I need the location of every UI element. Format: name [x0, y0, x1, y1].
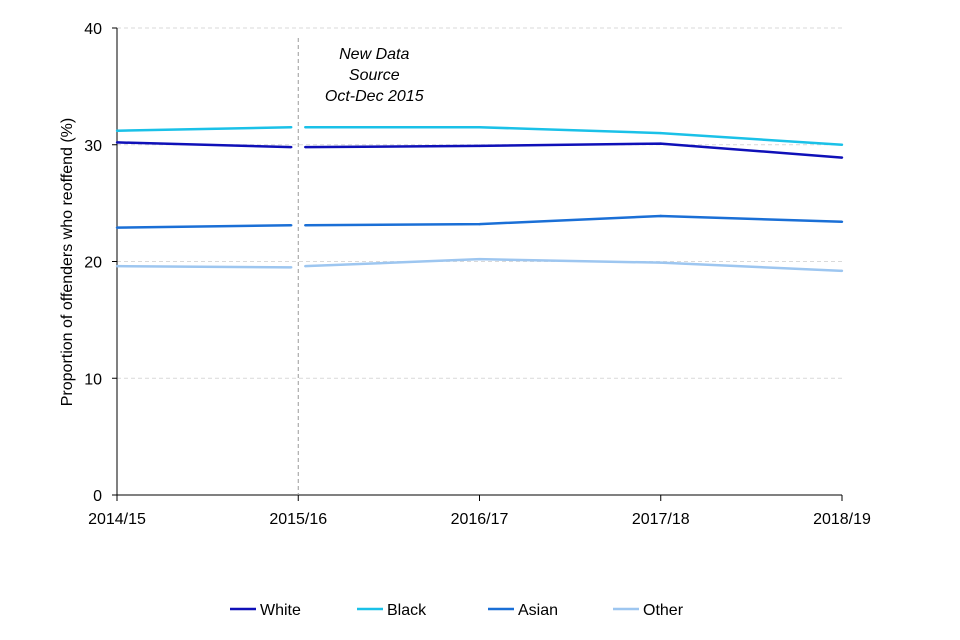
data-point-other-2017/18-seg2 — [659, 261, 662, 264]
data-point-black-2017/18-seg2 — [659, 131, 662, 135]
annotation-text-line-1: New Data — [339, 46, 409, 63]
data-point-black-2015/16-seg2 — [304, 126, 307, 129]
data-point-other-2015/16-seg2 — [304, 264, 307, 268]
data-point-asian-2018/19-seg2 — [840, 220, 844, 224]
y-tick-label-0: 0 — [93, 488, 102, 505]
data-point-asian-2017/18-seg2 — [659, 214, 662, 218]
data-point-black-2018/19-seg2 — [840, 143, 844, 146]
y-tick-label-40: 40 — [84, 21, 102, 38]
legend-label-black: Black — [387, 602, 427, 619]
data-point-black-2015/16-seg1 — [290, 126, 293, 129]
data-point-asian-2014/15-seg1 — [115, 226, 119, 229]
series-lines — [115, 125, 844, 273]
x-axis-ticks: 2014/15 2015/16 2016/17 2017/18 2018/19 — [88, 495, 871, 528]
data-point-asian-2015/16-seg1 — [290, 224, 293, 227]
series-line-black-segment-1 — [116, 125, 292, 132]
data-point-white-2015/16-seg1 — [290, 145, 293, 149]
legend: White Black Asian Other — [230, 602, 684, 619]
data-point-white-2018/19-seg2 — [840, 156, 844, 159]
y-tick-label-20: 20 — [84, 255, 102, 272]
y-tick-label-10: 10 — [84, 371, 102, 388]
series-line-white-segment-2 — [305, 142, 843, 159]
data-point-white-2017/18-seg2 — [659, 142, 662, 145]
gridlines — [117, 27, 842, 379]
annotation-text-line-3: Oct-Dec 2015 — [325, 88, 424, 105]
x-tick-label-2015/16: 2015/16 — [269, 511, 327, 528]
series-line-asian-segment-1 — [116, 224, 292, 229]
data-point-asian-2015/16-seg2 — [304, 224, 307, 227]
data-point-white-2015/16-seg2 — [304, 145, 307, 149]
data-point-black-2014/15-seg1 — [115, 129, 119, 132]
series-line-asian-segment-2 — [305, 214, 843, 227]
new-data-source-annotation: New Data Source Oct-Dec 2015 — [297, 38, 424, 495]
data-point-asian-2016/17-seg2 — [478, 222, 481, 226]
y-axis-ticks: 0 10 20 30 40 — [84, 21, 117, 505]
series-line-other-segment-1 — [116, 264, 292, 269]
data-point-white-2016/17-seg2 — [478, 144, 481, 148]
y-axis-title: Proportion of offenders who reoffend (%) — [59, 118, 76, 406]
x-tick-label-2017/18: 2017/18 — [632, 511, 690, 528]
data-point-other-2018/19-seg2 — [840, 269, 844, 273]
y-tick-label-30: 30 — [84, 138, 102, 155]
data-point-other-2014/15-seg1 — [115, 264, 119, 268]
series-line-white-segment-1 — [116, 141, 292, 149]
x-tick-label-2016/17: 2016/17 — [451, 511, 509, 528]
legend-label-asian: Asian — [518, 602, 558, 619]
data-point-other-2015/16-seg1 — [290, 266, 293, 269]
x-tick-label-2018/19: 2018/19 — [813, 511, 871, 528]
data-point-black-2016/17-seg2 — [478, 126, 481, 129]
data-point-white-2014/15-seg1 — [115, 141, 119, 144]
series-line-other-segment-2 — [305, 257, 843, 273]
legend-label-white: White — [260, 602, 301, 619]
legend-label-other: Other — [643, 602, 684, 619]
data-point-other-2016/17-seg2 — [478, 257, 481, 261]
annotation-text-line-2: Source — [349, 67, 400, 84]
series-line-black-segment-2 — [305, 125, 843, 146]
x-tick-label-2014/15: 2014/15 — [88, 511, 146, 528]
